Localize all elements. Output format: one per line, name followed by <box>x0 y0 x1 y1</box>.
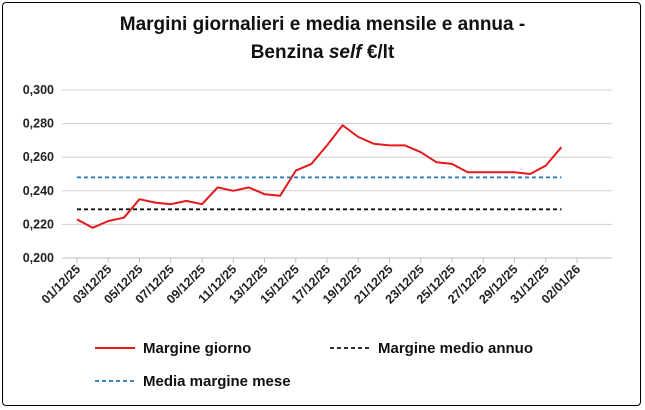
series-lines <box>76 124 563 229</box>
grid-lines <box>62 89 612 259</box>
y-axis-ticks: 0,300 0,280 0,260 0,240 0,220 0,200 <box>23 83 54 265</box>
y-tick-label: 0,260 <box>23 150 54 164</box>
legend-label-2: Media margine mese <box>143 373 291 390</box>
x-axis-ticks: 01/12/2503/12/2505/12/2507/12/2509/12/25… <box>39 258 583 307</box>
y-tick-label: 0,240 <box>23 184 54 198</box>
legend: Margine giorno Margine medio annuo Media m… <box>95 340 533 390</box>
y-tick-label: 0,300 <box>23 83 54 97</box>
chart-frame <box>2 2 641 406</box>
chart-title-line-2: Benzina self €/lt <box>0 42 645 64</box>
legend-label-1: Margine medio annuo <box>378 340 533 357</box>
title-italic-word: self <box>328 42 362 63</box>
legend-label-0: Margine giorno <box>143 340 251 357</box>
y-tick-label: 0,200 <box>23 251 54 265</box>
title-prefix: Benzina <box>250 42 329 63</box>
y-tick-label: 0,220 <box>23 217 54 231</box>
title-suffix: €/lt <box>361 42 395 63</box>
y-tick-label: 0,280 <box>23 117 54 131</box>
chart-title-line-1: Margini giornalieri e media mensile e an… <box>119 14 526 35</box>
series-line-0 <box>76 124 563 229</box>
